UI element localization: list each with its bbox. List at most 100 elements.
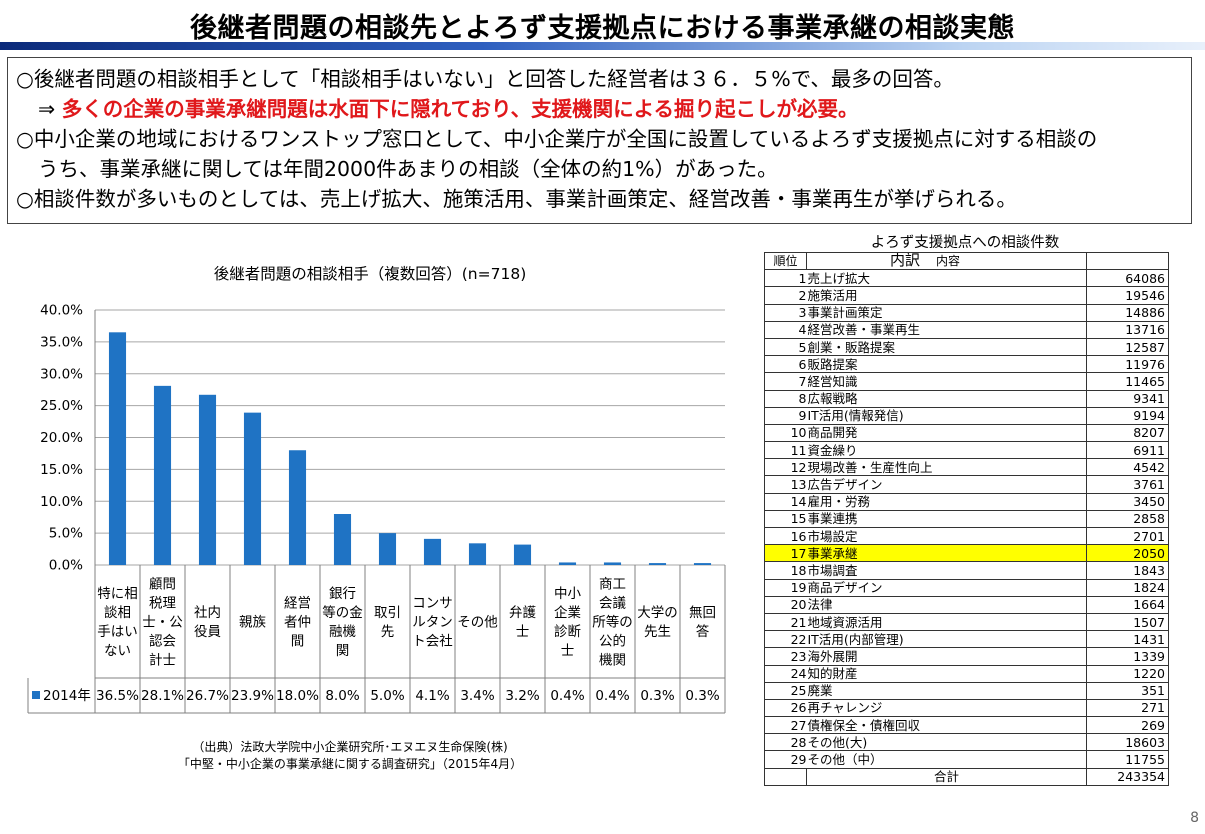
row-item: 広報戦略 [806, 389, 1087, 408]
arrow-icon: ⇒ [38, 97, 62, 121]
row-rank: 16 [764, 526, 807, 546]
row-count: 1507 [1086, 612, 1169, 632]
x-tick-label: ない [104, 643, 131, 659]
summary-line-4: うち、事業承継に関しては年間2000件あまりの相談（全体の約1%）があった。 [38, 157, 778, 181]
bar [108, 332, 127, 565]
row-count: 64086 [1086, 269, 1169, 288]
row-rank: 29 [764, 750, 807, 769]
row-count: 351 [1086, 681, 1169, 700]
row-count: 8207 [1086, 423, 1169, 443]
row-item: 海外展開 [806, 647, 1087, 666]
row-item: 広告デザイン [806, 475, 1087, 494]
x-tick-label: 商工 [599, 577, 626, 593]
row-rank: 8 [764, 389, 807, 408]
table-row: 20 法律 1664 [764, 595, 1169, 614]
table-row: 3 事業計画策定 14886 [764, 303, 1169, 322]
x-tick-label: 公的 [599, 634, 626, 650]
row-count: 14886 [1086, 303, 1169, 322]
row-rank: 24 [764, 664, 807, 683]
data-label: 36.5% [96, 688, 139, 704]
row-rank: 3 [764, 303, 807, 322]
bar [423, 538, 442, 565]
table-row: 12 現場改善・生産性向上 4542 [764, 458, 1169, 477]
table-row: 24 知的財産 1220 [764, 664, 1169, 683]
x-tick-label: ト会社 [412, 634, 453, 650]
x-tick-label: 顧問 [149, 577, 176, 593]
row-item: 経営知識 [806, 372, 1087, 391]
x-tick-label: 等の金 [322, 604, 363, 621]
bar [648, 563, 667, 565]
row-rank: 18 [764, 561, 807, 580]
row-rank: 6 [764, 355, 807, 374]
row-item: 売上げ拡大 [806, 269, 1087, 288]
row-count: 9341 [1086, 389, 1169, 408]
row-rank: 17 [764, 544, 807, 563]
x-tick-label: 弁護 [509, 605, 537, 621]
table-row: 28 その他(大) 18603 [764, 733, 1169, 752]
x-tick-label: 融機 [329, 624, 356, 640]
row-count: 2858 [1086, 509, 1169, 529]
table-row: 10 商品開発 8207 [764, 423, 1169, 443]
data-label: 3.4% [460, 688, 494, 704]
y-tick-label: 25.0% [40, 398, 83, 414]
row-rank: 10 [764, 423, 807, 443]
y-tick-label: 30.0% [40, 366, 83, 382]
row-count: 9194 [1086, 406, 1169, 425]
header-rank: 順位 [764, 251, 807, 271]
legend-label: 2014年 [43, 688, 91, 704]
table-row: 27 債権保全・債権回収 269 [764, 716, 1169, 735]
summary-emphasis: 多くの企業の事業承継問題は水面下に隠れており、支援機関による掘り起こしが必要。 [61, 97, 859, 121]
table-row: 13 広告デザイン 3761 [764, 475, 1169, 494]
row-item: 現場改善・生産性向上 [806, 458, 1087, 477]
row-rank: 25 [764, 681, 807, 700]
row-rank: 1 [764, 269, 807, 288]
x-tick-label: 特に相 [97, 586, 138, 602]
summary-box: ○後継者問題の相談相手として「相談相手はいない」と回答した経営者は３６．５%で、… [7, 57, 1192, 224]
y-tick-label: 10.0% [40, 494, 83, 510]
table-row: 8 広報戦略 9341 [764, 389, 1169, 408]
x-tick-label: 税理 [149, 596, 176, 612]
x-tick-label: 中小 [554, 586, 582, 602]
bar-chart: 0.0% 5.0% 10.0% 15.0% 20.0% 25.0% 30.0% 35.0% 40… [27, 303, 726, 714]
data-label: 18.0% [276, 688, 319, 704]
table-row: 23 海外展開 1339 [764, 647, 1169, 666]
row-count: 19546 [1086, 286, 1169, 305]
summary-line-1: ○後継者問題の相談相手として「相談相手はいない」と回答した経営者は３６．５%で、… [16, 67, 954, 91]
row-item: 事業承継 [806, 544, 1087, 563]
x-tick-label: 親族 [239, 615, 266, 631]
row-count: 1339 [1086, 647, 1169, 666]
x-tick-label: 手はい [97, 624, 138, 640]
source-line-1: （出典）法政大学院中小企業研究所･エヌエヌ生命保険(株) [192, 740, 508, 754]
bar [378, 533, 397, 565]
bar [243, 412, 262, 565]
row-item: その他（中） [806, 750, 1087, 769]
x-tick-label: 士・公 [142, 615, 183, 631]
header-item-big: 内訳 [890, 252, 921, 270]
data-label: 3.2% [505, 688, 539, 704]
x-tick-label: ルタン [412, 615, 453, 631]
row-item: 廃業 [806, 681, 1087, 700]
row-rank: 13 [764, 475, 807, 494]
table-row: 2 施策活用 19546 [764, 286, 1169, 305]
row-count: 1664 [1086, 595, 1169, 614]
legend-swatch [32, 691, 40, 699]
table-row: 6 販路提案 11976 [764, 355, 1169, 374]
row-count: 6911 [1086, 441, 1169, 460]
table-row: 19 商品デザイン 1824 [764, 578, 1169, 597]
row-item: 商品デザイン [806, 578, 1087, 597]
row-rank: 4 [764, 320, 807, 339]
bar [153, 385, 172, 565]
bar [468, 543, 487, 565]
data-label: 23.9% [231, 688, 274, 704]
row-item: 経営改善・事業再生 [806, 320, 1087, 339]
table-title: よろず支援拠点への相談件数 [870, 235, 1060, 251]
table-row: 5 創業・販路提案 12587 [764, 337, 1169, 357]
x-tick-label: 大学の [637, 605, 678, 621]
row-count: 18603 [1086, 733, 1169, 752]
x-tick-label: 無回 [689, 605, 716, 621]
table-total-row: 合計 243354 [764, 767, 1169, 786]
row-item: 販路提案 [806, 355, 1087, 374]
row-count: 271 [1086, 698, 1169, 718]
x-tick-label: 社内 [194, 605, 221, 621]
summary-line-3: ○中小企業の地域におけるワンストップ窓口として、中小企業庁が全国に設置しているよ… [16, 127, 1098, 151]
